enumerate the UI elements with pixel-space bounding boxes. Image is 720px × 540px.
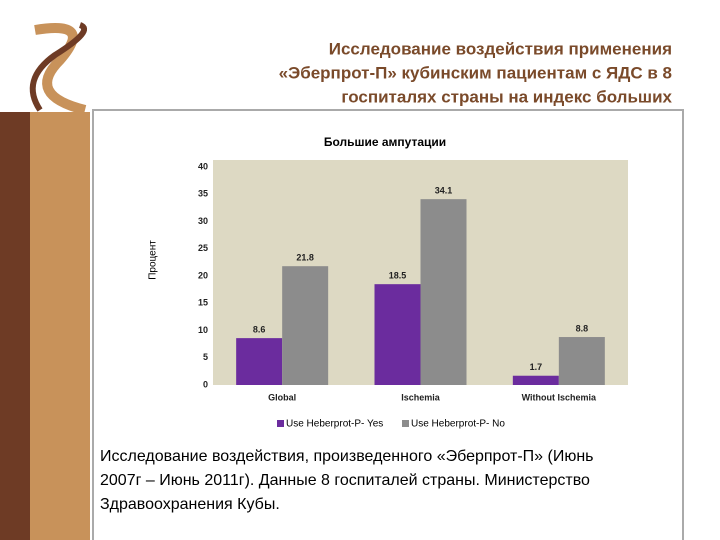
y-tick-label: 10 — [198, 325, 208, 335]
logo — [34, 23, 87, 115]
y-tick-label: 15 — [198, 298, 208, 308]
data-label: 1.7 — [530, 362, 543, 372]
data-label: 21.8 — [296, 253, 314, 263]
chart-title: Большие ампутации — [324, 135, 446, 149]
y-tick-label: 40 — [198, 161, 208, 171]
data-label: 34.1 — [435, 186, 453, 196]
title-line: госпиталях страны на индекс больших — [341, 87, 672, 106]
footnote-line: 2007г – Июнь 2011г). Данные 8 госпиталей… — [100, 472, 590, 489]
legend-swatch — [277, 420, 284, 427]
y-tick-label: 35 — [198, 189, 208, 199]
footnote-line: Здравоохранения Кубы. — [100, 496, 280, 513]
stripe — [30, 112, 90, 540]
bar — [282, 266, 329, 385]
legend-label: Use Heberprot-P- No — [411, 419, 505, 430]
bar — [236, 338, 283, 385]
stripe — [0, 112, 30, 540]
bar — [420, 199, 467, 385]
panel — [92, 109, 684, 540]
y-axis-label: Процент — [148, 240, 159, 280]
logo — [29, 22, 88, 112]
bar — [374, 284, 421, 385]
bar — [558, 337, 605, 385]
legend-label: Use Heberprot-P- Yes — [286, 419, 383, 430]
x-tick-label: Without Ischemia — [522, 392, 597, 402]
data-label: 8.6 — [253, 325, 266, 335]
x-tick-label: Global — [268, 392, 296, 402]
y-tick-label: 0 — [203, 379, 208, 389]
data-label: 8.8 — [576, 323, 589, 333]
y-tick-label: 30 — [198, 216, 208, 226]
x-tick-label: Ischemia — [401, 392, 441, 402]
title-line: «Эберпрот-П» кубинским пациентам с ЯДС в… — [279, 63, 672, 82]
bar — [512, 375, 559, 385]
footnote-line: Исследование воздействия, произведенного… — [100, 448, 594, 465]
title-line: Исследование воздействия применения — [329, 39, 672, 58]
data-label: 18.5 — [389, 271, 407, 281]
y-tick-label: 25 — [198, 243, 208, 253]
y-tick-label: 20 — [198, 270, 208, 280]
y-tick-label: 5 — [203, 352, 208, 362]
legend-swatch — [402, 420, 409, 427]
